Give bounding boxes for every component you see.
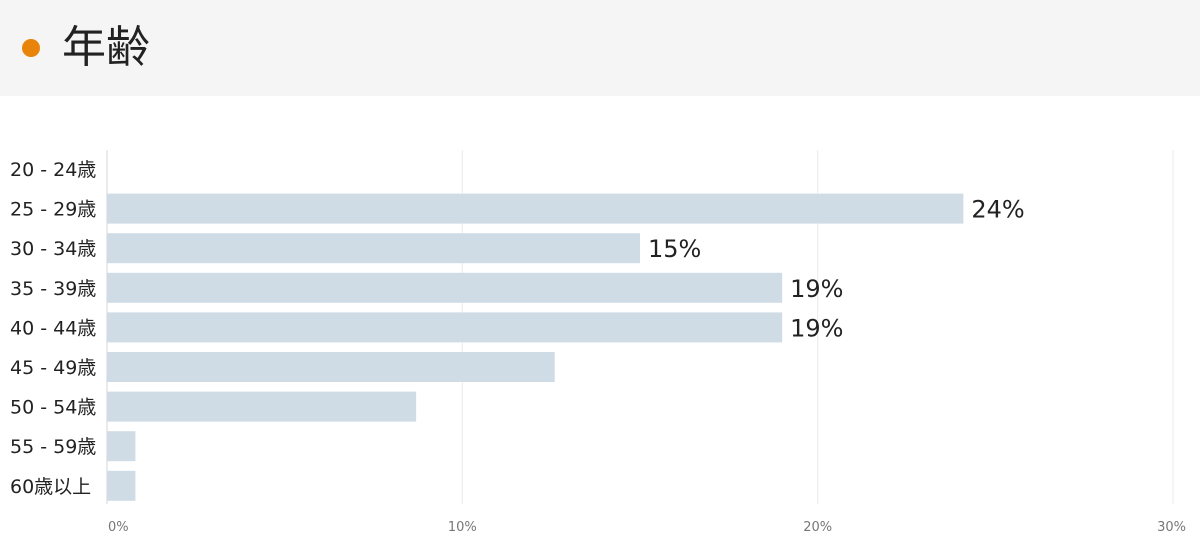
bar: [107, 352, 555, 382]
bar: [107, 312, 783, 343]
x-tick-label: 30%: [1157, 520, 1186, 535]
data-label: 19%: [790, 314, 843, 342]
bar: [107, 233, 640, 264]
bar: [107, 193, 964, 224]
bar: [107, 391, 417, 422]
category-label: 50 - 54歳: [10, 397, 96, 419]
bar: [107, 470, 136, 501]
category-label: 35 - 39歳: [10, 278, 96, 300]
category-label: 30 - 34歳: [10, 238, 96, 260]
category-label: 55 - 59歳: [10, 436, 96, 458]
orange-dot-icon: [22, 39, 40, 57]
x-tick-label: 20%: [803, 520, 832, 535]
category-label: 40 - 44歳: [10, 317, 96, 339]
data-label: 19%: [790, 275, 843, 303]
bar: [107, 431, 136, 462]
data-label: 24%: [971, 196, 1024, 224]
x-tick-label: 10%: [448, 520, 477, 535]
page-title: 年齢: [62, 22, 150, 73]
bar: [107, 272, 783, 303]
header-bar: 年齢: [0, 0, 1200, 96]
category-label: 25 - 29歳: [10, 199, 96, 221]
x-tick-label: 0%: [108, 520, 129, 535]
category-label: 45 - 49歳: [10, 357, 96, 379]
data-label: 15%: [648, 235, 701, 263]
category-label: 20 - 24歳: [10, 159, 96, 181]
category-label: 60歳以上: [10, 476, 91, 498]
